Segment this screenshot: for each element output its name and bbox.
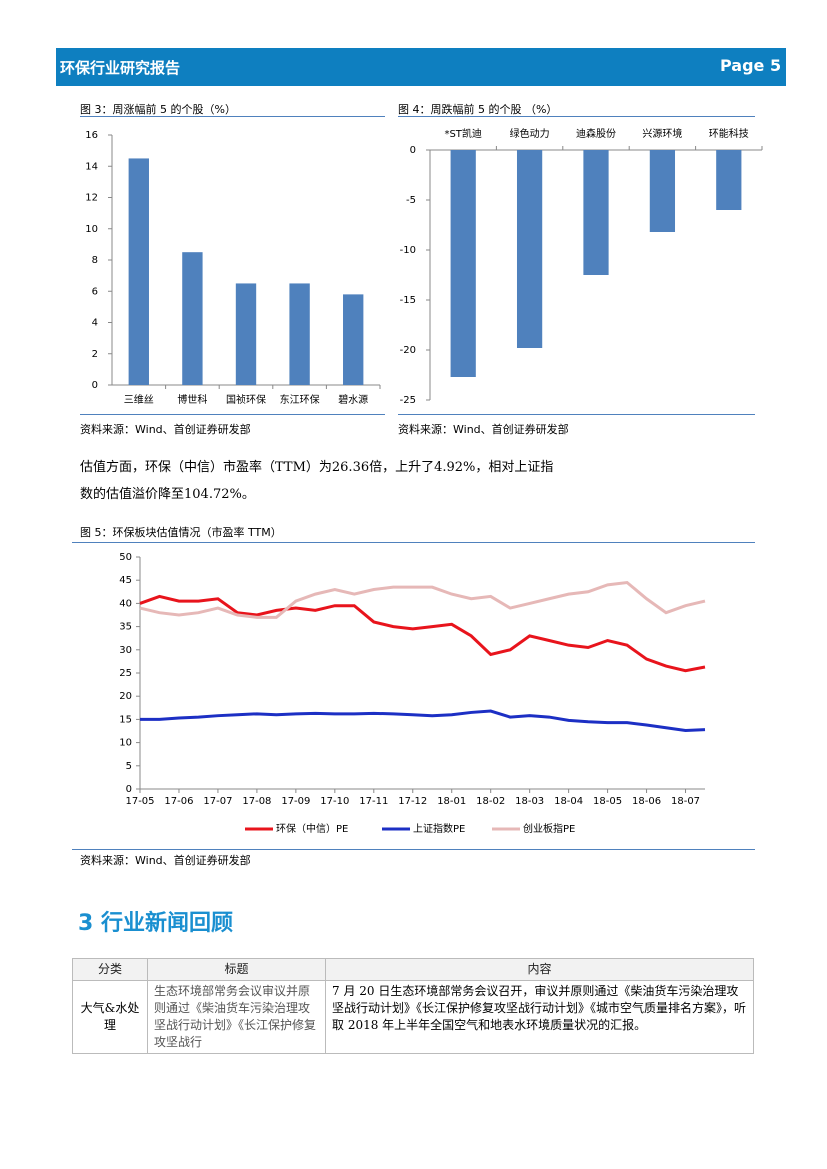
y-tick-label: 15 xyxy=(119,714,132,725)
legend-label: 环保（中信）PE xyxy=(276,822,348,835)
x-tick-label: 迪森股份 xyxy=(576,127,616,140)
bar xyxy=(583,150,609,275)
legend-label: 创业板指PE xyxy=(523,822,575,835)
y-tick-label: 0 xyxy=(126,784,132,795)
line-series xyxy=(139,580,706,619)
td: 大气&水处理 xyxy=(72,980,148,1054)
bar xyxy=(182,252,203,385)
y-tick-label: 4 xyxy=(92,318,98,329)
x-tick-label: 17-10 xyxy=(320,796,349,807)
x-tick-label: 博世科 xyxy=(177,393,207,406)
y-tick-label: 14 xyxy=(85,161,98,172)
source: 资料来源：Wind、首创证券研发部 xyxy=(80,423,251,436)
y-tick-label: 35 xyxy=(119,622,132,633)
bar xyxy=(343,294,364,385)
x-tick-label: 17-06 xyxy=(164,796,193,807)
rule xyxy=(398,414,755,415)
y-tick-label: 0 xyxy=(92,380,98,391)
x-tick-label: 碧水源 xyxy=(338,393,368,406)
y-tick-label: 5 xyxy=(126,761,132,772)
bar xyxy=(128,158,149,385)
x-tick-label: 国祯环保 xyxy=(226,393,266,406)
rule xyxy=(72,849,755,850)
x-tick-label: 绿色动力 xyxy=(510,127,550,140)
th: 分类 xyxy=(72,958,148,981)
caption: 图 3：周涨幅前 5 的个股（%） xyxy=(80,103,236,116)
x-tick-label: 18-07 xyxy=(671,796,700,807)
x-tick-label: 17-12 xyxy=(398,796,427,807)
rule xyxy=(80,414,385,415)
bar xyxy=(235,283,257,385)
y-tick-label: 40 xyxy=(119,598,132,609)
y-tick-label: 50 xyxy=(119,552,132,563)
bar xyxy=(516,150,543,348)
x-tick-label: 三维丝 xyxy=(124,393,154,406)
rule xyxy=(80,116,385,117)
bar xyxy=(716,150,742,210)
y-tick-label: 0 xyxy=(410,145,416,156)
header-page: Page 5 xyxy=(720,56,782,75)
x-tick-label: 18-03 xyxy=(515,796,544,807)
x-tick-label: 兴源环境 xyxy=(642,127,682,140)
legend-label: 上证指数PE xyxy=(413,822,465,835)
source: 资料来源：Wind、首创证券研发部 xyxy=(398,423,569,436)
x-tick-label: 18-01 xyxy=(437,796,466,807)
x-tick-label: 18-02 xyxy=(476,796,505,807)
th: 内容 xyxy=(325,958,754,981)
x-tick-label: 18-06 xyxy=(632,796,661,807)
line-series xyxy=(140,709,706,733)
cell-text: 生态环境部常务会议审议并原则通过《柴油货车污染治理攻坚战行动计划》《长江保护修复… xyxy=(154,984,317,1049)
y-tick-label: 6 xyxy=(92,286,98,297)
td: 生态环境部常务会议审议并原则通过《柴油货车污染治理攻坚战行动计划》《长江保护修复… xyxy=(147,980,326,1054)
x-tick-label: 17-05 xyxy=(125,796,154,807)
td: 7 月 20 日生态环境部常务会议召开，审议并原则通过《柴油货车污染治理攻坚战行… xyxy=(325,980,754,1054)
y-tick-label: 25 xyxy=(119,668,132,679)
x-tick-label: 18-05 xyxy=(593,796,622,807)
x-tick-label: 东江环保 xyxy=(280,393,320,406)
y-tick-label: -15 xyxy=(400,295,416,306)
bar xyxy=(450,150,476,377)
source: 资料来源：Wind、首创证券研发部 xyxy=(80,854,251,867)
y-tick-label: 12 xyxy=(85,193,98,204)
caption: 图 4：周跌幅前 5 的个股 （%） xyxy=(398,103,558,116)
caption: 图 5：环保板块估值情况（市盈率 TTM） xyxy=(80,526,282,539)
news-table: 分类 标题 内容 大气&水处理 生态环境部常务会议审议并原则通过《柴油货车污染治理攻坚… xyxy=(72,958,754,1054)
line-series xyxy=(139,594,706,673)
section-title: 3 行业新闻回顾 xyxy=(78,911,233,936)
y-tick-label: 10 xyxy=(85,224,98,235)
y-tick-label: 16 xyxy=(85,130,98,141)
x-tick-label: 18-04 xyxy=(554,796,583,807)
y-tick-label: 30 xyxy=(119,645,132,656)
header-title: 环保行业研究报告 xyxy=(60,59,181,77)
y-tick-label: -5 xyxy=(406,195,416,206)
y-tick-label: 45 xyxy=(119,575,132,586)
th: 标题 xyxy=(147,958,326,981)
paragraph: 估值方面，环保（中信）市盈率（TTM）为26.36倍，上升了4.92%，相对上证… xyxy=(80,460,554,502)
y-tick-label: -20 xyxy=(400,345,416,356)
x-tick-label: 环能科技 xyxy=(709,127,749,140)
y-tick-label: 10 xyxy=(119,738,132,749)
y-tick-label: -10 xyxy=(400,245,416,256)
y-tick-label: 2 xyxy=(92,349,98,360)
bar xyxy=(289,283,310,385)
x-tick-label: 17-08 xyxy=(242,796,271,807)
y-tick-label: -25 xyxy=(400,395,416,406)
rule xyxy=(72,542,755,543)
y-tick-label: 8 xyxy=(92,255,98,266)
x-tick-label: 17-11 xyxy=(359,796,388,807)
header-bar xyxy=(56,48,786,86)
x-tick-label: 17-09 xyxy=(281,796,310,807)
y-tick-label: 20 xyxy=(119,691,132,702)
bar xyxy=(649,150,676,232)
x-tick-label: 17-07 xyxy=(203,796,232,807)
x-tick-label: *ST凯迪 xyxy=(444,127,481,140)
rule xyxy=(398,116,755,117)
